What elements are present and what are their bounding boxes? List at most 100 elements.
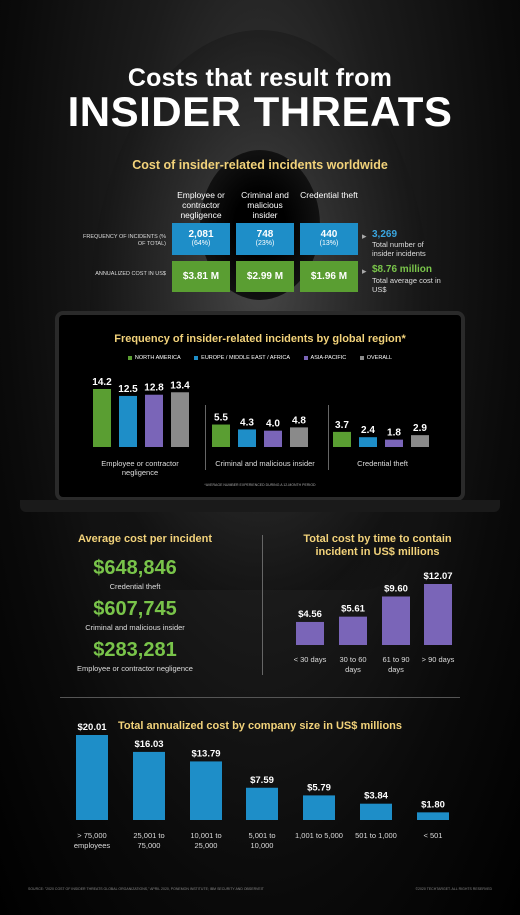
contain-bar-label: $9.60 [384, 583, 408, 594]
avg-cost-label: Criminal and malicious insider [85, 623, 185, 632]
contain-bar-label: $12.07 [423, 571, 452, 582]
legend-swatch [194, 355, 199, 360]
avg-cost-label: Employee or contractor negligence [77, 664, 193, 673]
freq-pct: (23%) [255, 240, 275, 247]
group-divider [328, 405, 329, 470]
region-bar-label: 12.5 [118, 384, 138, 395]
region-bar [145, 394, 163, 447]
region-group-label: Criminal and malicious insider [215, 459, 315, 468]
legend-item-emea: EUROPE / MIDDLE EAST / AFRICA [194, 355, 290, 361]
contain-category-label: 61 to 90 days [382, 655, 410, 674]
avg-cost-title: Average cost per incident [77, 533, 213, 545]
group-divider [205, 405, 206, 470]
size-bar-label: $20.01 [77, 722, 107, 733]
size-bar-label: $5.79 [307, 782, 331, 793]
contain-bar [296, 621, 324, 645]
contain-category-label: < 30 days [293, 655, 327, 664]
region-bar [359, 437, 377, 447]
region-footnote: *AVERAGE NUMBER EXPERIENCED DURING A 12-… [204, 483, 316, 487]
size-bar [76, 735, 108, 820]
section-divider [262, 535, 263, 675]
size-bar [246, 787, 278, 820]
contain-chart-title: Total cost by time to contain incident i… [303, 533, 452, 558]
cost-value: $1.96 M [310, 271, 348, 282]
legend-label: NORTH AMERICA [134, 355, 181, 361]
size-chart-title: Total annualized cost by company size in… [117, 720, 403, 732]
total-cost-label: Total average cost in US$ [372, 276, 441, 294]
region-bar-label: 12.8 [144, 383, 164, 394]
size-bar [133, 751, 165, 820]
legend-label: ASIA-PACIFIC [310, 355, 347, 361]
total-incidents-label: Total number of insider incidents [372, 240, 426, 258]
title-line-2: INSIDER THREATS [67, 88, 453, 135]
legend-swatch [303, 355, 308, 360]
freq-value: 748 [256, 229, 274, 240]
region-bar-label: 2.9 [413, 423, 427, 434]
legend-label: OVERALL [366, 355, 393, 361]
size-bar [360, 803, 392, 820]
cost-value: $2.99 M [246, 271, 284, 282]
freq-pct: (64%) [191, 240, 211, 247]
contain-bar-label: $4.56 [298, 609, 322, 620]
contain-category-label: 30 to 60 days [339, 655, 367, 674]
section-divider [60, 697, 460, 698]
region-bar [119, 395, 137, 447]
size-bar [303, 795, 335, 820]
region-bar-label: 4.8 [292, 415, 306, 426]
cost-value: $3.81 M [182, 271, 220, 282]
legend-swatch [359, 355, 364, 360]
freq-cell-negligence: 2,081 (64%) [172, 223, 230, 255]
region-group-label: Credential theft [357, 459, 408, 468]
region-bar [411, 435, 429, 447]
region-bar [171, 392, 189, 447]
arrow-right-icon: ▸ [362, 231, 367, 241]
size-category-label: 5,001 to 10,000 [248, 831, 276, 850]
row-label-cost: ANNUALIZED COST IN US$ [95, 271, 166, 277]
legend-item-north-america: NORTH AMERICA [127, 355, 181, 361]
region-bar [93, 389, 111, 447]
region-bar [264, 430, 282, 447]
freq-value: 2,081 [188, 229, 214, 240]
legend-swatch [127, 355, 132, 360]
region-bar-label: 5.5 [214, 413, 228, 424]
col-head-credential: Credential theft [300, 190, 358, 200]
copyright: ©2020 TECHTARGET. ALL RIGHTS RESERVED [415, 887, 492, 891]
cost-cell-credential: $1.96 M [300, 261, 358, 292]
size-bar-label: $1.80 [421, 799, 445, 810]
size-bar [190, 761, 222, 820]
region-bar-label: 2.4 [361, 425, 375, 436]
region-bar-label: 4.0 [266, 419, 280, 430]
size-bar-label: $13.79 [191, 748, 220, 759]
size-bar-label: $16.03 [134, 739, 163, 750]
region-bar-label: 14.2 [92, 377, 112, 388]
region-bar [212, 424, 230, 447]
region-bar-label: 4.3 [240, 417, 254, 428]
region-legend: NORTH AMERICA EUROPE / MIDDLE EAST / AFR… [0, 355, 520, 361]
contain-bar [382, 596, 410, 645]
contain-category-label: > 90 days [421, 655, 455, 664]
freq-pct: (13%) [319, 240, 339, 247]
region-chart-title: Frequency of insider-related incidents b… [114, 333, 406, 345]
size-bar-label: $7.59 [250, 775, 274, 786]
avg-cost-value: $283,281 [93, 639, 177, 661]
region-bar-label: 13.4 [170, 380, 190, 391]
region-bar [333, 431, 351, 447]
region-bar [238, 429, 256, 447]
region-group-label: Employee or contractor negligence [101, 459, 179, 477]
size-category-label: 501 to 1,000 [355, 831, 397, 840]
size-category-label: 1,001 to 5,000 [295, 831, 343, 840]
row-label-frequency: FREQUENCY OF INCIDENTS (% OF TOTAL) [82, 234, 166, 247]
total-cost-value: $8.76 million [372, 264, 433, 275]
size-category-label: 10,001 to 25,000 [190, 831, 222, 850]
col-head-negligence: Employee or contractor negligence [177, 190, 225, 220]
contain-bar [424, 584, 452, 645]
arrow-right-icon: ▸ [362, 266, 367, 276]
cost-cell-criminal: $2.99 M [236, 261, 294, 292]
size-category-label: 25,001 to 75,000 [133, 831, 165, 850]
size-category-label: > 75,000 employees [73, 831, 111, 850]
worldwide-title: Cost of insider-related incidents worldw… [132, 158, 388, 172]
avg-cost-label: Credential theft [109, 582, 161, 591]
size-bar-label: $3.84 [364, 791, 388, 802]
